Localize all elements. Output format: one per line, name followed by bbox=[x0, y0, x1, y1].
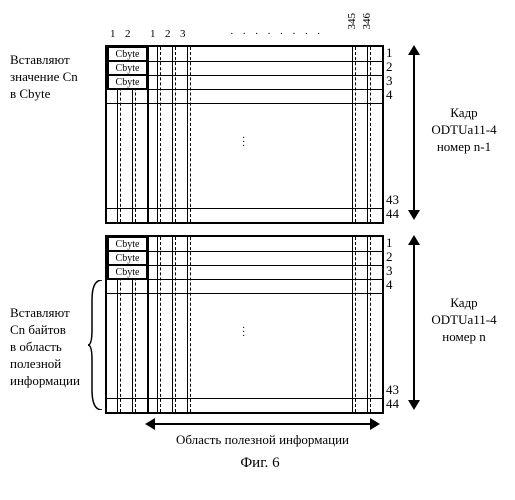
cbyte-cell: Cbyte bbox=[107, 237, 147, 251]
cbyte-cell: Cbyte bbox=[107, 251, 147, 265]
col-label: 1 bbox=[150, 28, 156, 40]
row-ellipsis: ··· bbox=[242, 327, 245, 339]
col-label: 3 bbox=[180, 28, 186, 40]
row-label: 44 bbox=[386, 206, 406, 222]
payload-extent-arrow bbox=[145, 418, 380, 430]
row bbox=[107, 61, 382, 76]
row bbox=[107, 75, 382, 90]
col-label: 2 bbox=[165, 28, 171, 40]
figure-caption: Фиг. 6 bbox=[210, 455, 310, 472]
frame-caption-top: Кадр ODTUa11-4 номер n-1 bbox=[424, 105, 504, 156]
extent-arrow-bottom bbox=[408, 235, 420, 410]
col-label: 1 bbox=[110, 28, 116, 40]
row-ellipsis: ··· bbox=[242, 137, 245, 149]
cbyte-cell: Cbyte bbox=[107, 47, 147, 61]
row-label: 4 bbox=[386, 277, 406, 293]
col-label: 346 bbox=[361, 13, 373, 30]
brace-icon bbox=[88, 280, 106, 410]
cbyte-cell: Cbyte bbox=[107, 61, 147, 75]
row bbox=[107, 208, 382, 222]
row-label: 4 bbox=[386, 87, 406, 103]
row bbox=[107, 237, 382, 252]
cbyte-cell: Cbyte bbox=[107, 265, 147, 279]
extent-arrow-top bbox=[408, 45, 420, 220]
left-annotation-bottom: Вставляют Cn байтов в область полезной и… bbox=[10, 305, 88, 389]
row bbox=[107, 265, 382, 280]
row bbox=[107, 398, 382, 412]
row bbox=[107, 47, 382, 62]
col-label: 2 bbox=[125, 28, 131, 40]
row bbox=[107, 194, 382, 209]
row bbox=[107, 384, 382, 399]
col-label: 345 bbox=[346, 13, 358, 30]
frame-bottom: Cbyte Cbyte Cbyte ··· bbox=[105, 235, 384, 414]
row bbox=[107, 279, 382, 294]
frame-caption-bottom: Кадр ODTUa11-4 номер n bbox=[424, 295, 504, 346]
cbyte-cell: Cbyte bbox=[107, 75, 147, 89]
col-ellipsis: · · · · · · · · bbox=[230, 28, 324, 40]
figure-stage: 1 2 1 2 3 · · · · · · · · 345 346 Cb bbox=[10, 10, 505, 490]
row-label: 44 bbox=[386, 396, 406, 412]
row bbox=[107, 251, 382, 266]
row bbox=[107, 89, 382, 104]
left-annotation-top: Вставляют значение Cn в Cbyte bbox=[10, 52, 100, 103]
frame-top: Cbyte Cbyte Cbyte ··· bbox=[105, 45, 384, 224]
payload-label: Область полезной информации bbox=[145, 432, 380, 449]
